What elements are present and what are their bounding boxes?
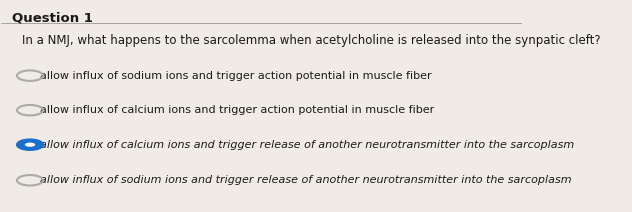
Circle shape (25, 143, 35, 147)
Text: In a NMJ, what happens to the sarcolemma when acetylcholine is released into the: In a NMJ, what happens to the sarcolemma… (22, 34, 601, 47)
Circle shape (17, 139, 43, 150)
Text: Question 1: Question 1 (12, 12, 93, 25)
Text: allow influx of calcium ions and trigger release of another neurotransmitter int: allow influx of calcium ions and trigger… (40, 140, 574, 150)
Text: allow influx of sodium ions and trigger action potential in muscle fiber: allow influx of sodium ions and trigger … (40, 71, 432, 81)
Text: allow influx of calcium ions and trigger action potential in muscle fiber: allow influx of calcium ions and trigger… (40, 105, 435, 115)
Text: allow influx of sodium ions and trigger release of another neurotransmitter into: allow influx of sodium ions and trigger … (40, 175, 572, 185)
